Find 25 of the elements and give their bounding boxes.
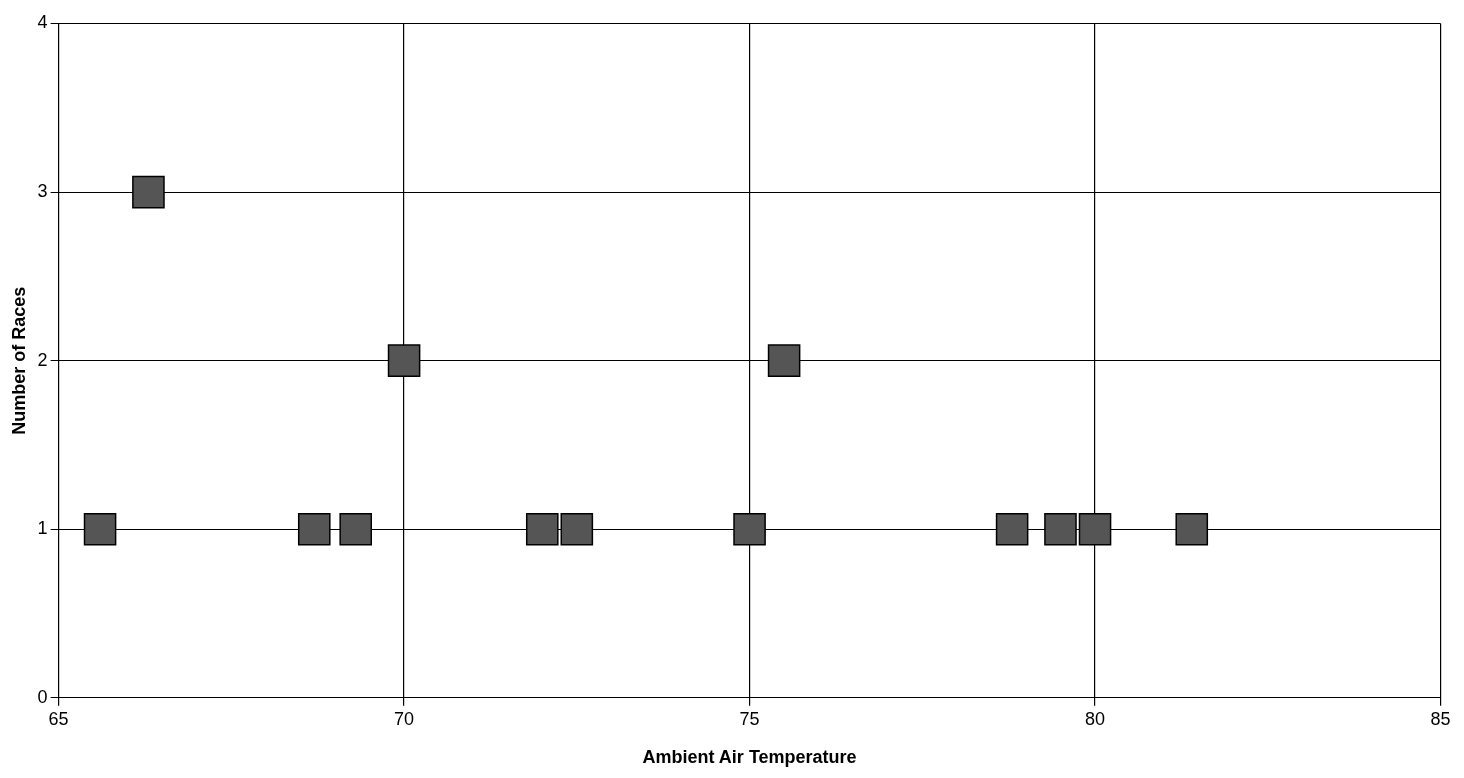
y-tick-label: 4 <box>37 12 48 33</box>
x-tick-label: 65 <box>48 708 69 729</box>
x-tick-label: 75 <box>739 708 760 729</box>
y-tick-label: 0 <box>37 686 48 707</box>
point <box>387 344 421 377</box>
x-tick-label: 85 <box>1430 708 1451 729</box>
point <box>1078 512 1112 546</box>
point <box>733 512 766 546</box>
y-tick-label: 3 <box>37 181 48 202</box>
point <box>339 512 373 546</box>
point <box>995 512 1029 546</box>
x-tick-label: 70 <box>394 708 415 729</box>
y-axis-title: Number of Races <box>8 286 29 435</box>
point <box>767 344 801 377</box>
point <box>83 512 117 546</box>
point <box>132 175 165 209</box>
point <box>525 512 559 546</box>
point <box>560 512 594 546</box>
y-tick-label: 1 <box>37 518 48 539</box>
point <box>1175 512 1209 546</box>
x-axis-title: Ambient Air Temperature <box>642 747 857 768</box>
point <box>297 512 331 546</box>
x-tick-label: 80 <box>1085 708 1106 729</box>
y-tick-label: 2 <box>37 349 48 370</box>
point <box>1044 512 1077 546</box>
